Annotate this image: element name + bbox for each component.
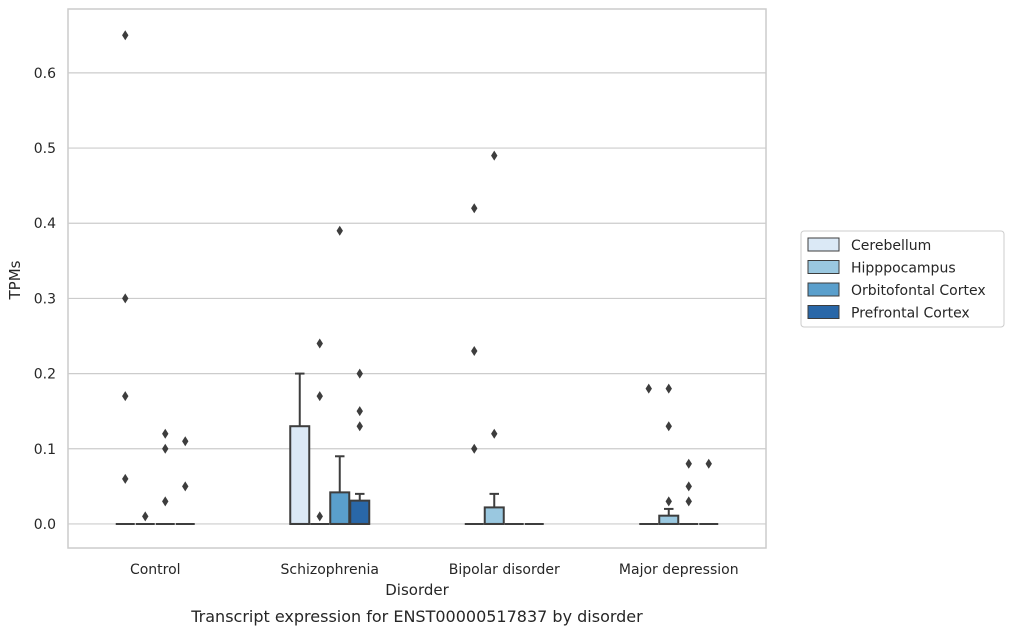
legend: Cerebellum Hipppocampus Orbitofontal Corte… (800, 230, 1005, 328)
legend-swatch (807, 282, 840, 297)
y-tick-label: 0.5 (34, 141, 56, 157)
box-0-3 (175, 436, 195, 525)
box-2-1 (483, 150, 505, 525)
outlier-point (122, 30, 129, 41)
outlier-point (665, 496, 672, 507)
legend-label: Cerebellum (851, 238, 931, 254)
outlier-point (685, 496, 692, 507)
box-body (329, 491, 351, 525)
outlier-point (122, 473, 129, 484)
legend-label: Orbitofontal Cortex (851, 283, 986, 299)
outlier-point (122, 293, 129, 304)
outlier-point (471, 346, 478, 357)
y-tick-label: 0.4 (34, 216, 56, 232)
outlier-point (122, 391, 129, 402)
box-1-1 (310, 338, 330, 525)
legend-label: Hipppocampus (851, 261, 956, 277)
plot-area-frame (67, 8, 767, 549)
box-0-0 (115, 30, 135, 525)
outlier-point (356, 406, 363, 417)
x-tick-label: Schizophrenia (281, 562, 379, 578)
outlier-point (142, 511, 149, 522)
x-axis-label: Disorder (385, 581, 449, 599)
box-1-3 (349, 368, 371, 525)
legend-frame (800, 230, 1005, 328)
outlier-point (491, 150, 498, 161)
y-axis-label: TPMs (6, 260, 24, 300)
outlier-point (491, 428, 498, 439)
box-3-2 (679, 458, 699, 525)
outlier-point (182, 481, 189, 492)
outlier-point (705, 458, 712, 469)
outlier-point (471, 443, 478, 454)
outlier-point (471, 203, 478, 214)
box-1-0 (289, 372, 311, 525)
legend-swatch (807, 260, 840, 274)
outlier-point (182, 436, 189, 447)
outlier-point (685, 458, 692, 469)
y-tick-label: 0.6 (34, 66, 56, 82)
y-tick-label: 0.2 (34, 367, 56, 383)
box-body (483, 506, 505, 525)
box-body (658, 514, 680, 525)
y-tick-label: 0.0 (34, 517, 56, 533)
outlier-point (162, 443, 169, 454)
box-0-1 (135, 511, 155, 525)
box-3-1 (658, 383, 680, 525)
legend-swatch (807, 237, 840, 252)
box-body (349, 499, 371, 525)
outlier-point (316, 338, 323, 349)
box-body (289, 425, 311, 525)
box-1-2 (329, 225, 351, 525)
x-tick-label: Major depression (619, 562, 739, 578)
y-axis-ticks: 0.0 0.1 0.2 0.3 0.4 0.5 0.6 (34, 66, 56, 533)
box-3-3 (699, 458, 719, 525)
outlier-point (685, 481, 692, 492)
legend-label: Prefrontal Cortex (851, 306, 970, 322)
x-tick-label: Bipolar disorder (449, 562, 560, 578)
grid-lines (68, 72, 766, 525)
box-2-0 (464, 203, 484, 525)
outlier-point (316, 391, 323, 402)
figure-caption: Transcript expression for ENST0000051783… (190, 607, 643, 626)
outlier-point (356, 368, 363, 379)
outlier-point (356, 421, 363, 432)
outlier-point (665, 421, 672, 432)
y-tick-label: 0.3 (34, 291, 56, 307)
outlier-point (645, 383, 652, 394)
outlier-point (162, 496, 169, 507)
outlier-point (316, 511, 323, 522)
box-0-2 (155, 428, 175, 525)
legend-swatch (807, 305, 840, 319)
outlier-point (336, 225, 343, 236)
x-tick-label: Control (130, 562, 181, 578)
y-tick-label: 0.1 (34, 442, 56, 458)
box-plot-layer (115, 30, 719, 525)
x-axis-ticks: Control Schizophrenia Bipolar disorder Majo… (130, 562, 739, 578)
box-3-0 (639, 383, 659, 525)
outlier-point (665, 383, 672, 394)
outlier-point (162, 428, 169, 439)
